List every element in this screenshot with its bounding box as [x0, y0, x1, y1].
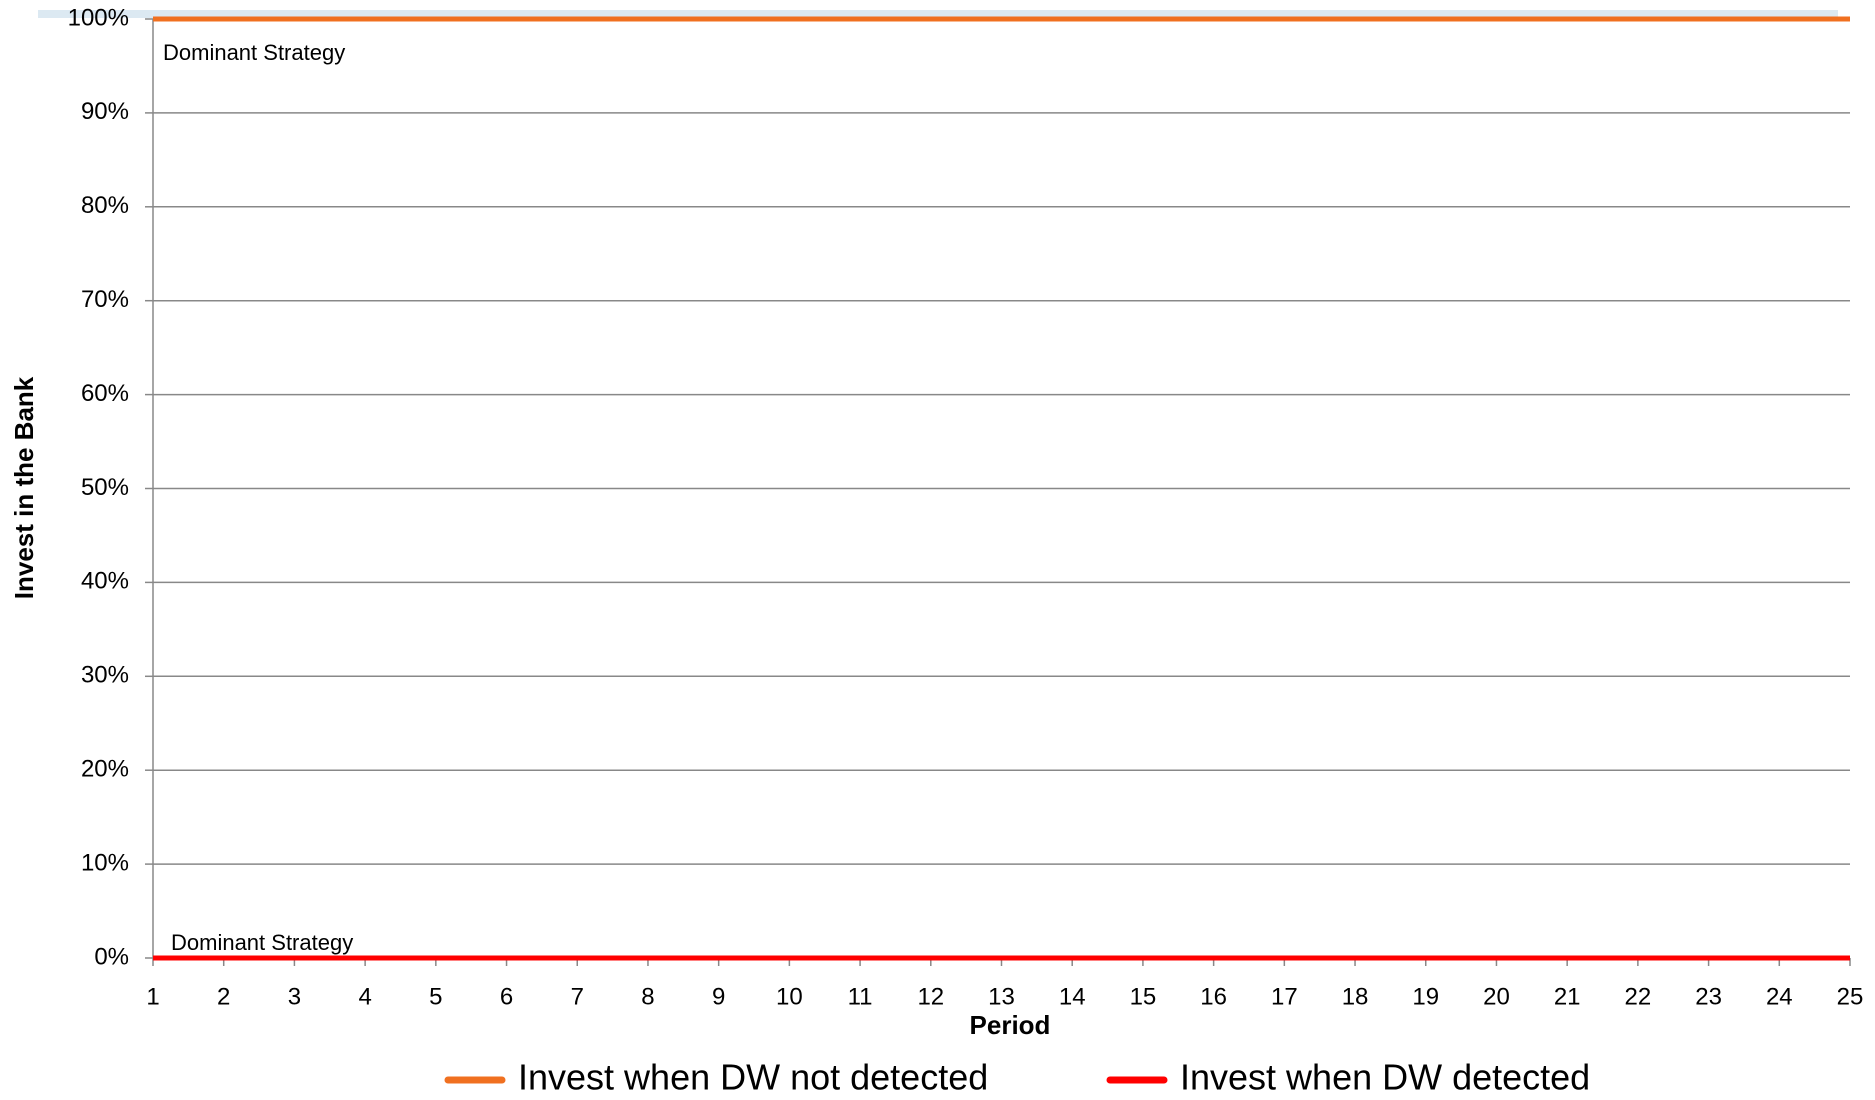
x-tick-label: 15 — [1130, 983, 1157, 1010]
y-tick-label: 90% — [81, 98, 129, 125]
x-tick-label: 12 — [917, 983, 944, 1010]
x-tick-label: 6 — [500, 983, 513, 1010]
x-tick-label: 8 — [641, 983, 654, 1010]
x-tick-label: 17 — [1271, 983, 1298, 1010]
x-tick-label: 16 — [1200, 983, 1227, 1010]
x-tick-label: 7 — [571, 983, 584, 1010]
y-tick-label: 60% — [81, 380, 129, 407]
x-axis-title: Period — [970, 1010, 1051, 1040]
x-tick-label: 3 — [288, 983, 301, 1010]
x-tick-label: 21 — [1554, 983, 1581, 1010]
y-tick-label: 30% — [81, 662, 129, 689]
x-tick-label: 11 — [848, 983, 873, 1010]
y-tick-label: 20% — [81, 756, 129, 783]
legend-label: Invest when DW detected — [1180, 1057, 1590, 1098]
x-tick-label: 1 — [146, 983, 159, 1010]
y-tick-label: 100% — [68, 4, 129, 31]
x-tick-label: 2 — [217, 983, 230, 1010]
x-tick-label: 22 — [1625, 983, 1652, 1010]
y-tick-label: 0% — [94, 943, 129, 970]
legend-label: Invest when DW not detected — [518, 1057, 988, 1098]
x-tick-label: 24 — [1766, 983, 1793, 1010]
x-tick-label: 25 — [1837, 983, 1864, 1010]
x-tick-label: 23 — [1695, 983, 1722, 1010]
x-tick-label: 19 — [1412, 983, 1439, 1010]
annotation: Dominant Strategy — [163, 40, 345, 65]
y-tick-label: 80% — [81, 192, 129, 219]
x-tick-label: 4 — [358, 983, 371, 1010]
x-tick-label: 13 — [988, 983, 1015, 1010]
x-tick-label: 5 — [429, 983, 442, 1010]
y-axis-title: Invest in the Bank — [9, 376, 39, 599]
x-tick-label: 20 — [1483, 983, 1510, 1010]
top-band — [38, 10, 1838, 18]
x-tick-label: 14 — [1059, 983, 1086, 1010]
y-tick-label: 50% — [81, 474, 129, 501]
y-tick-label: 70% — [81, 286, 129, 313]
x-tick-label: 10 — [776, 983, 803, 1010]
x-tick-label: 9 — [712, 983, 725, 1010]
y-tick-label: 10% — [81, 849, 129, 876]
annotation: Dominant Strategy — [171, 930, 353, 955]
x-tick-label: 18 — [1342, 983, 1369, 1010]
y-tick-label: 40% — [81, 568, 129, 595]
